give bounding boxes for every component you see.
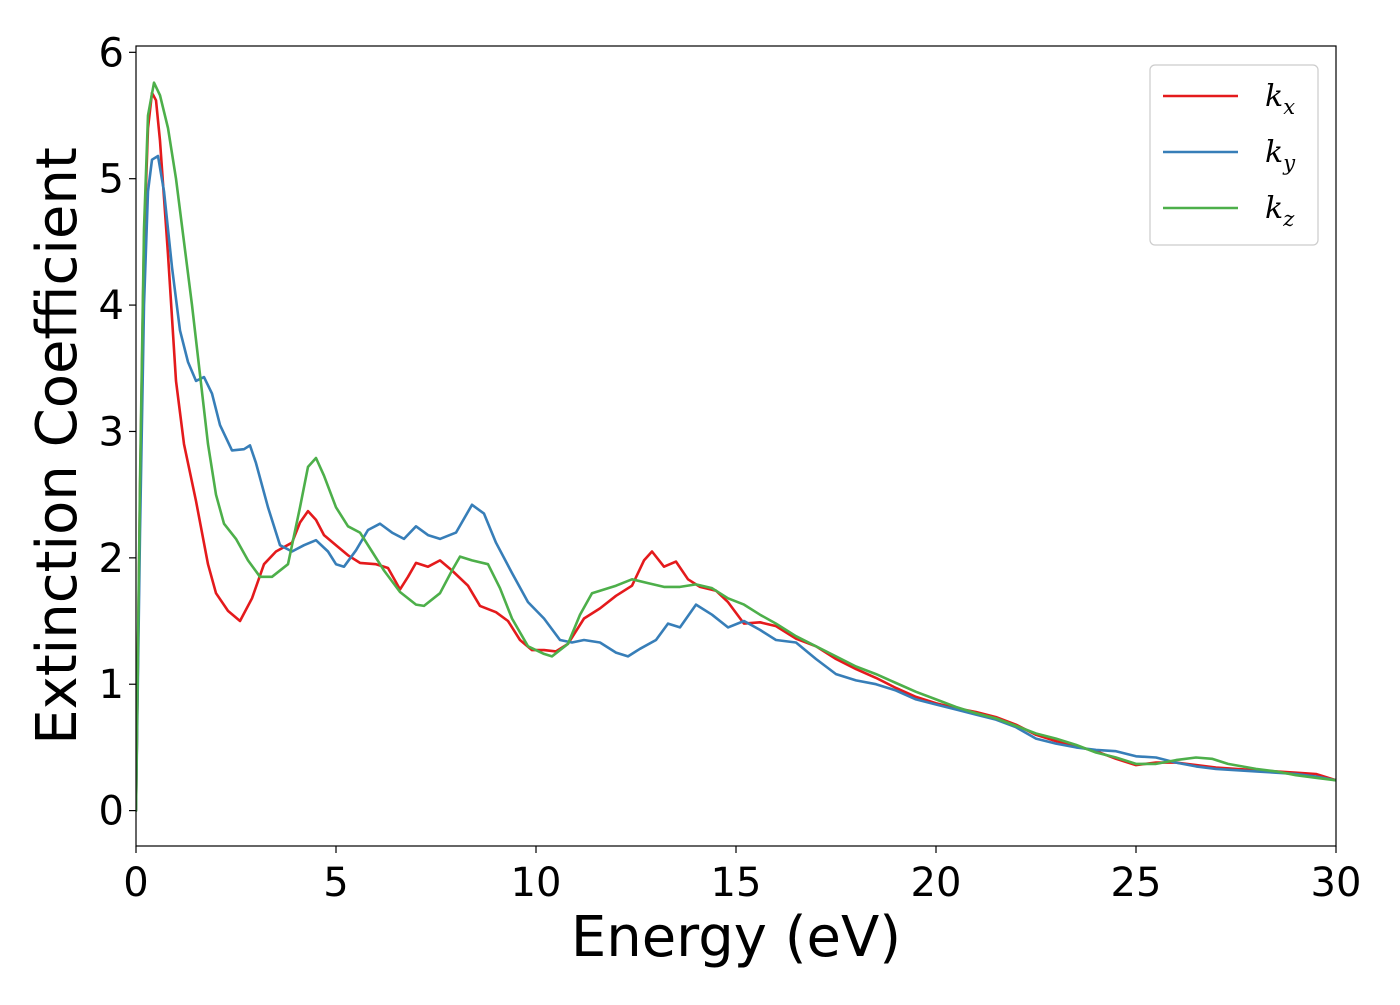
y-axis-ticks: 0 1 2 3 4 5 6	[99, 30, 136, 835]
x-axis-ticks: 0 5 10 15 20 25 30	[123, 846, 1361, 906]
y-tick-label: 6	[99, 30, 124, 76]
x-tick-label: 5	[323, 860, 348, 906]
series-line-kz	[136, 81, 1336, 812]
y-tick-label: 5	[99, 157, 124, 203]
y-axis-label: Extinction Coefficient	[25, 147, 90, 745]
x-axis-label: Energy (eV)	[571, 905, 901, 970]
legend-box	[1149, 64, 1319, 246]
x-tick-label: 20	[911, 860, 962, 906]
series-line-kx	[136, 91, 1336, 812]
y-tick-label: 2	[99, 536, 124, 582]
y-tick-label: 4	[99, 283, 124, 329]
x-tick-label: 10	[511, 860, 562, 906]
x-tick-label: 25	[1111, 860, 1162, 906]
x-tick-label: 0	[123, 860, 148, 906]
y-tick-label: 0	[99, 789, 124, 835]
x-tick-label: 30	[1311, 860, 1362, 906]
y-tick-label: 3	[99, 409, 124, 455]
y-tick-label: 1	[99, 662, 124, 708]
series-line-ky	[136, 154, 1336, 812]
series-layer	[136, 81, 1336, 812]
x-tick-label: 15	[711, 860, 762, 906]
